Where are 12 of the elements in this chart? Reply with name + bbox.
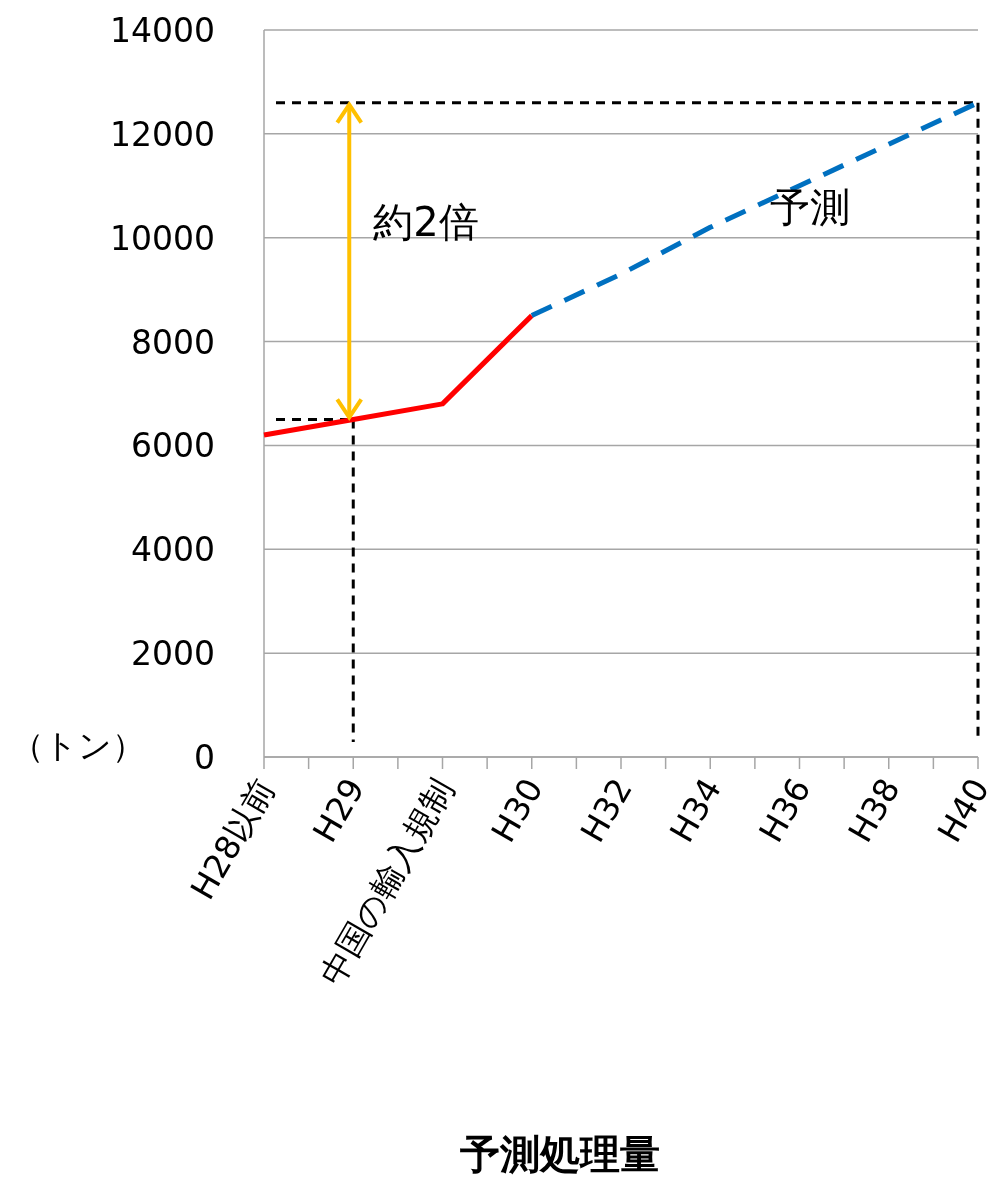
y-tick-label: 0 — [194, 738, 215, 777]
y-tick-label: 4000 — [131, 530, 215, 570]
y-axis-title: （トン） — [11, 726, 145, 765]
y-tick-label: 12000 — [110, 114, 215, 154]
x-axis-title: 予測処理量 — [459, 1131, 660, 1177]
y-tick-label: 14000 — [110, 11, 215, 50]
annotation: 約2倍 — [373, 198, 479, 245]
y-tick-label: 8000 — [131, 322, 215, 362]
y-tick-label: 2000 — [131, 634, 215, 674]
y-tick-label: 6000 — [131, 426, 215, 466]
series-label: 予測 — [769, 183, 850, 230]
y-tick-label: 10000 — [110, 218, 215, 258]
